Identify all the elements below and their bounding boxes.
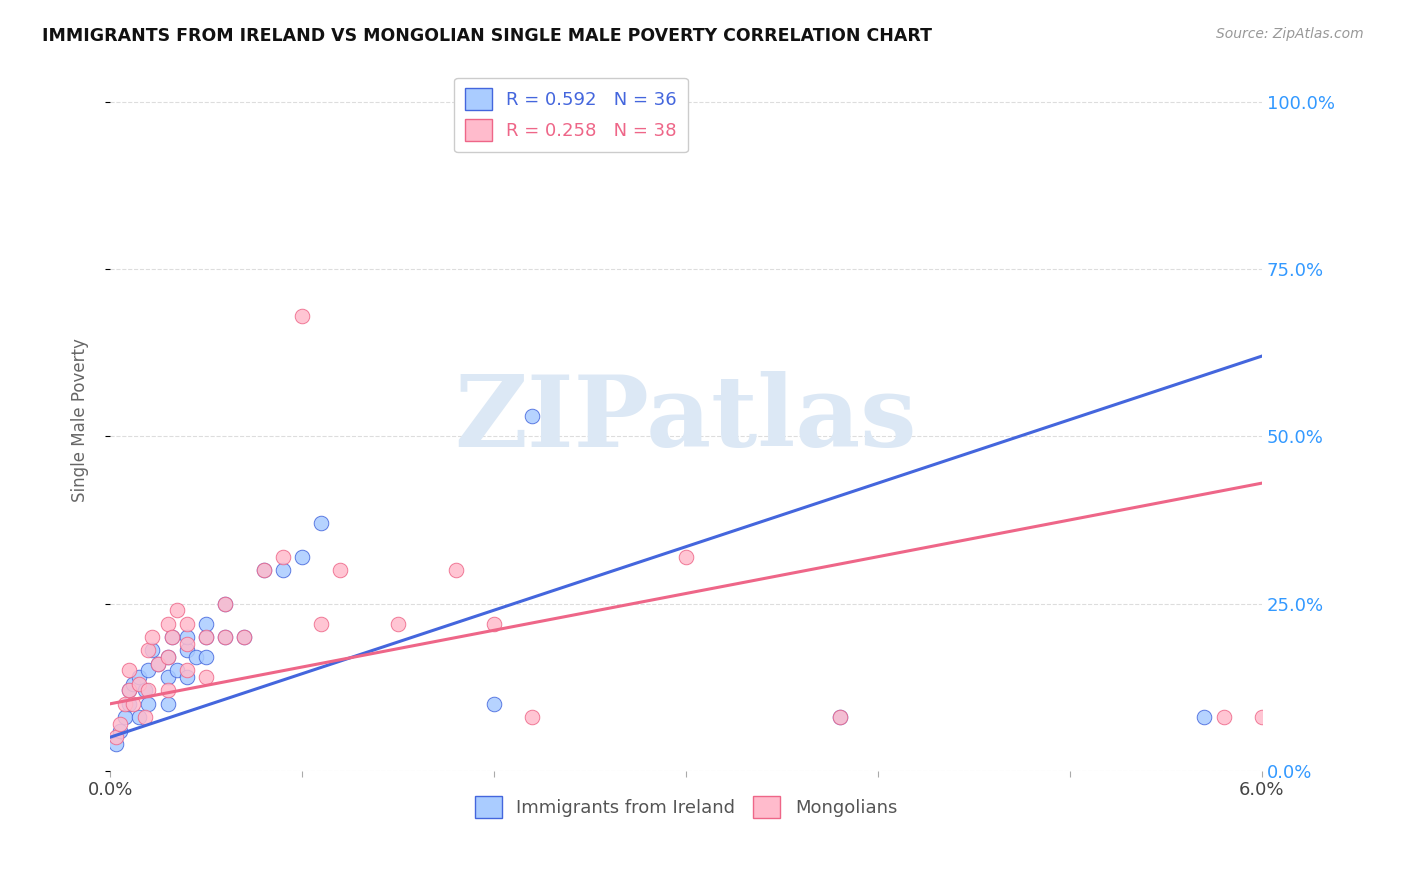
- Text: ZIPatlas: ZIPatlas: [454, 371, 917, 468]
- Point: [1251, 710, 1274, 724]
- Point: [214, 597, 236, 611]
- Point: [118, 683, 141, 698]
- Point: [128, 677, 150, 691]
- Point: [128, 710, 150, 724]
- Point: [253, 563, 276, 577]
- Point: [138, 643, 160, 657]
- Point: [828, 710, 851, 724]
- Text: Source: ZipAtlas.com: Source: ZipAtlas.com: [1216, 27, 1364, 41]
- Point: [482, 616, 505, 631]
- Point: [156, 650, 179, 665]
- Legend: Immigrants from Ireland, Mongolians: Immigrants from Ireland, Mongolians: [468, 789, 904, 825]
- Point: [271, 549, 294, 564]
- Point: [482, 697, 505, 711]
- Point: [138, 683, 160, 698]
- Point: [156, 616, 179, 631]
- Point: [160, 630, 183, 644]
- Point: [176, 637, 198, 651]
- Point: [141, 643, 163, 657]
- Point: [195, 630, 218, 644]
- Point: [108, 717, 131, 731]
- Point: [214, 597, 236, 611]
- Point: [141, 630, 163, 644]
- Point: [214, 630, 236, 644]
- Point: [166, 664, 188, 678]
- Point: [186, 650, 208, 665]
- Point: [146, 657, 169, 671]
- Point: [128, 670, 150, 684]
- Point: [104, 731, 127, 745]
- Point: [253, 563, 276, 577]
- Point: [134, 710, 156, 724]
- Point: [156, 697, 179, 711]
- Point: [291, 549, 314, 564]
- Point: [1194, 710, 1216, 724]
- Point: [233, 630, 256, 644]
- Point: [233, 630, 256, 644]
- Point: [138, 664, 160, 678]
- Point: [156, 683, 179, 698]
- Point: [176, 670, 198, 684]
- Point: [134, 683, 156, 698]
- Point: [387, 616, 409, 631]
- Point: [156, 650, 179, 665]
- Point: [146, 657, 169, 671]
- Point: [522, 710, 544, 724]
- Point: [522, 409, 544, 424]
- Point: [122, 697, 145, 711]
- Point: [104, 737, 127, 751]
- Point: [195, 616, 218, 631]
- Point: [195, 670, 218, 684]
- Point: [160, 630, 183, 644]
- Point: [118, 664, 141, 678]
- Point: [309, 516, 332, 531]
- Y-axis label: Single Male Poverty: Single Male Poverty: [72, 338, 89, 501]
- Point: [176, 616, 198, 631]
- Point: [114, 697, 136, 711]
- Point: [271, 563, 294, 577]
- Text: IMMIGRANTS FROM IRELAND VS MONGOLIAN SINGLE MALE POVERTY CORRELATION CHART: IMMIGRANTS FROM IRELAND VS MONGOLIAN SIN…: [42, 27, 932, 45]
- Point: [118, 697, 141, 711]
- Point: [122, 677, 145, 691]
- Point: [114, 710, 136, 724]
- Point: [828, 710, 851, 724]
- Point: [118, 683, 141, 698]
- Point: [1212, 710, 1234, 724]
- Point: [108, 723, 131, 738]
- Point: [214, 630, 236, 644]
- Point: [309, 616, 332, 631]
- Point: [675, 549, 697, 564]
- Point: [195, 650, 218, 665]
- Point: [166, 603, 188, 617]
- Point: [156, 670, 179, 684]
- Point: [176, 664, 198, 678]
- Point: [176, 630, 198, 644]
- Point: [329, 563, 352, 577]
- Point: [444, 563, 467, 577]
- Point: [195, 630, 218, 644]
- Point: [291, 309, 314, 323]
- Point: [138, 697, 160, 711]
- Point: [176, 643, 198, 657]
